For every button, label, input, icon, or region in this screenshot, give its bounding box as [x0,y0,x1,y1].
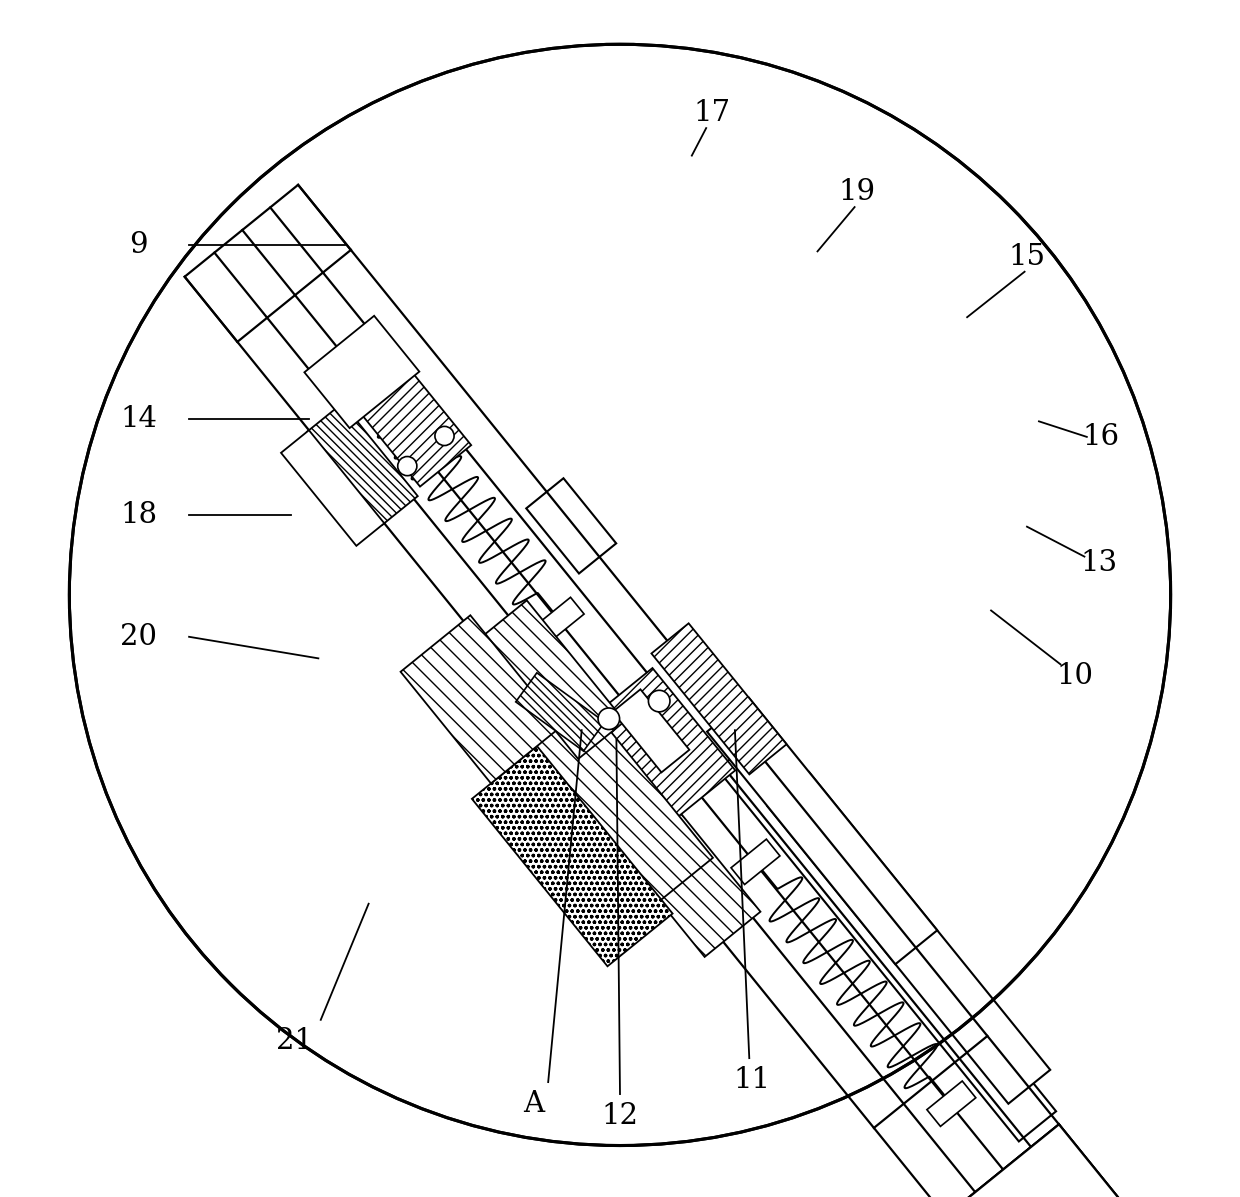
Polygon shape [185,184,351,342]
Polygon shape [401,615,560,783]
Circle shape [649,691,670,712]
Polygon shape [472,746,672,966]
Polygon shape [768,772,1050,1104]
Polygon shape [707,698,937,965]
Polygon shape [536,597,584,643]
Circle shape [598,707,620,729]
Polygon shape [517,691,713,907]
Text: 13: 13 [1080,548,1117,577]
Polygon shape [340,356,388,401]
Polygon shape [945,1124,1142,1197]
Polygon shape [651,624,786,774]
Polygon shape [304,316,419,429]
Polygon shape [480,601,625,759]
Polygon shape [926,1081,976,1126]
Polygon shape [281,430,384,546]
Polygon shape [595,668,735,818]
Text: 12: 12 [601,1101,639,1130]
Text: 16: 16 [1083,423,1120,451]
Polygon shape [516,673,605,751]
Polygon shape [718,740,1056,1142]
Text: 20: 20 [120,622,157,651]
Text: 17: 17 [693,98,730,127]
Polygon shape [732,839,780,885]
Text: 11: 11 [733,1065,770,1094]
Text: 18: 18 [120,500,157,529]
Polygon shape [526,479,616,573]
Polygon shape [613,689,689,772]
Polygon shape [352,361,471,487]
Polygon shape [308,403,418,524]
Text: 10: 10 [1056,662,1094,691]
Circle shape [398,456,417,475]
Polygon shape [554,725,760,956]
Text: 19: 19 [838,177,875,206]
Text: 14: 14 [120,405,157,433]
Text: 21: 21 [277,1027,312,1056]
Polygon shape [945,1124,1157,1197]
Text: 9: 9 [129,231,148,260]
Text: A: A [523,1089,544,1118]
Circle shape [435,426,454,445]
Text: 15: 15 [1008,243,1045,272]
